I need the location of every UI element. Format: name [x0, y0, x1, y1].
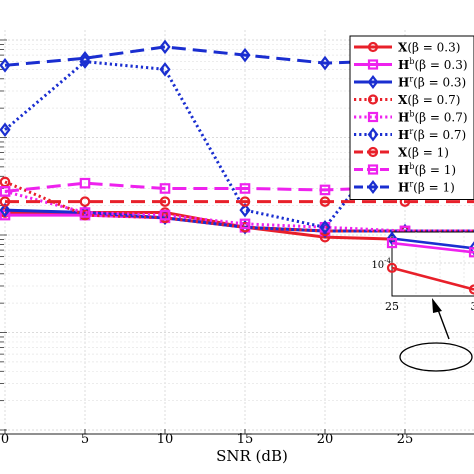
x-tick-label: 5: [81, 432, 89, 447]
x-tick-label: 10: [157, 432, 174, 447]
inset-series: [386, 262, 474, 295]
data-point: [319, 55, 331, 71]
zoom-callout: [399, 298, 473, 372]
legend-label: Hb(β = 1): [398, 162, 456, 177]
data-point: [239, 183, 251, 194]
x-tick-label: 15: [237, 432, 254, 447]
series-line: [4, 180, 474, 233]
legend-marker: [367, 127, 379, 142]
data-point: [0, 122, 11, 138]
data-point: [159, 39, 171, 55]
legend-label: Hb(β = 0.7): [398, 110, 468, 125]
data-point: [319, 220, 331, 235]
inset-x-tick-label: 3: [471, 300, 474, 313]
x-axis-label: SNR (dB): [216, 447, 288, 465]
inset-data-point: [468, 241, 474, 256]
x-tick-label: 0: [1, 432, 9, 447]
zoom-arrow-shaft: [436, 306, 450, 340]
legend-label: Hr(β = 0.7): [398, 127, 466, 142]
legend-marker: [367, 164, 379, 175]
legend-label: Hr(β = 0.3): [398, 75, 466, 90]
inset-data-point: [468, 247, 474, 258]
data-point: [239, 196, 251, 207]
legend: X(β = 0.3) Hb(β = 0.3) Hr(β = 0.3) X(β = 0.…: [349, 35, 474, 200]
data-point: [159, 196, 171, 207]
data-point: [79, 50, 91, 66]
data-point: [79, 207, 91, 218]
inset-data-point: [386, 262, 398, 273]
legend-entry: Hr(β = 0.7): [354, 127, 466, 142]
data-point: [0, 196, 11, 207]
legend-marker: [367, 146, 379, 158]
legend-entry: Hr(β = 1): [354, 180, 455, 195]
inset-series-line: [391, 266, 474, 291]
inset-series-line: [391, 241, 474, 254]
legend-entry: Hb(β = 0.7): [354, 110, 468, 125]
legend-entry: Hb(β = 1): [354, 162, 456, 177]
legend-marker: [367, 74, 379, 90]
zoom-ellipse: [399, 342, 473, 372]
legend-marker: [367, 94, 379, 105]
data-point: [0, 186, 11, 197]
zoom-arrow-head: [432, 298, 442, 313]
inset-data-point: [386, 237, 398, 249]
inset-series: [386, 237, 474, 258]
legend-marker: [367, 179, 379, 195]
data-point: [0, 202, 11, 218]
x-tick-label: 25: [397, 432, 414, 447]
data-point: [239, 47, 251, 63]
inset-x-tick-label: 25: [385, 300, 399, 313]
x-tick-labels: 0 5 10 15 20 25: [1, 432, 413, 447]
legend-label: X(β = 1): [398, 146, 449, 160]
legend-entry: X(β = 0.3): [354, 41, 460, 55]
inset-zoom: 10-4253: [371, 231, 474, 313]
data-point: [79, 177, 91, 189]
data-point: [159, 62, 171, 77]
legend-label: X(β = 0.7): [398, 93, 460, 107]
legend-entry: X(β = 0.7): [354, 93, 460, 107]
inset-data-point: [468, 284, 474, 295]
legend-entry: Hb(β = 0.3): [354, 57, 468, 72]
data-point: [79, 196, 91, 207]
data-point: [239, 202, 251, 218]
series-7: [0, 196, 474, 207]
data-point: [239, 218, 251, 230]
x-tick-label: 20: [317, 432, 334, 447]
data-point: [319, 196, 331, 207]
data-point: [0, 58, 11, 73]
legend-entry: Hr(β = 0.3): [354, 75, 466, 90]
legend-label: Hb(β = 0.3): [398, 57, 468, 72]
legend-marker: [367, 111, 379, 123]
legend-label: X(β = 0.3): [398, 41, 460, 55]
legend-marker: [367, 59, 379, 70]
data-point: [319, 184, 331, 196]
legend-entry: X(β = 1): [354, 146, 449, 160]
legend-label: Hr(β = 1): [398, 180, 455, 195]
data-point: [159, 183, 171, 194]
grid: [0, 30, 474, 435]
legend-marker: [367, 41, 379, 53]
data-point: [159, 209, 171, 221]
inset-series-line: [391, 237, 474, 250]
